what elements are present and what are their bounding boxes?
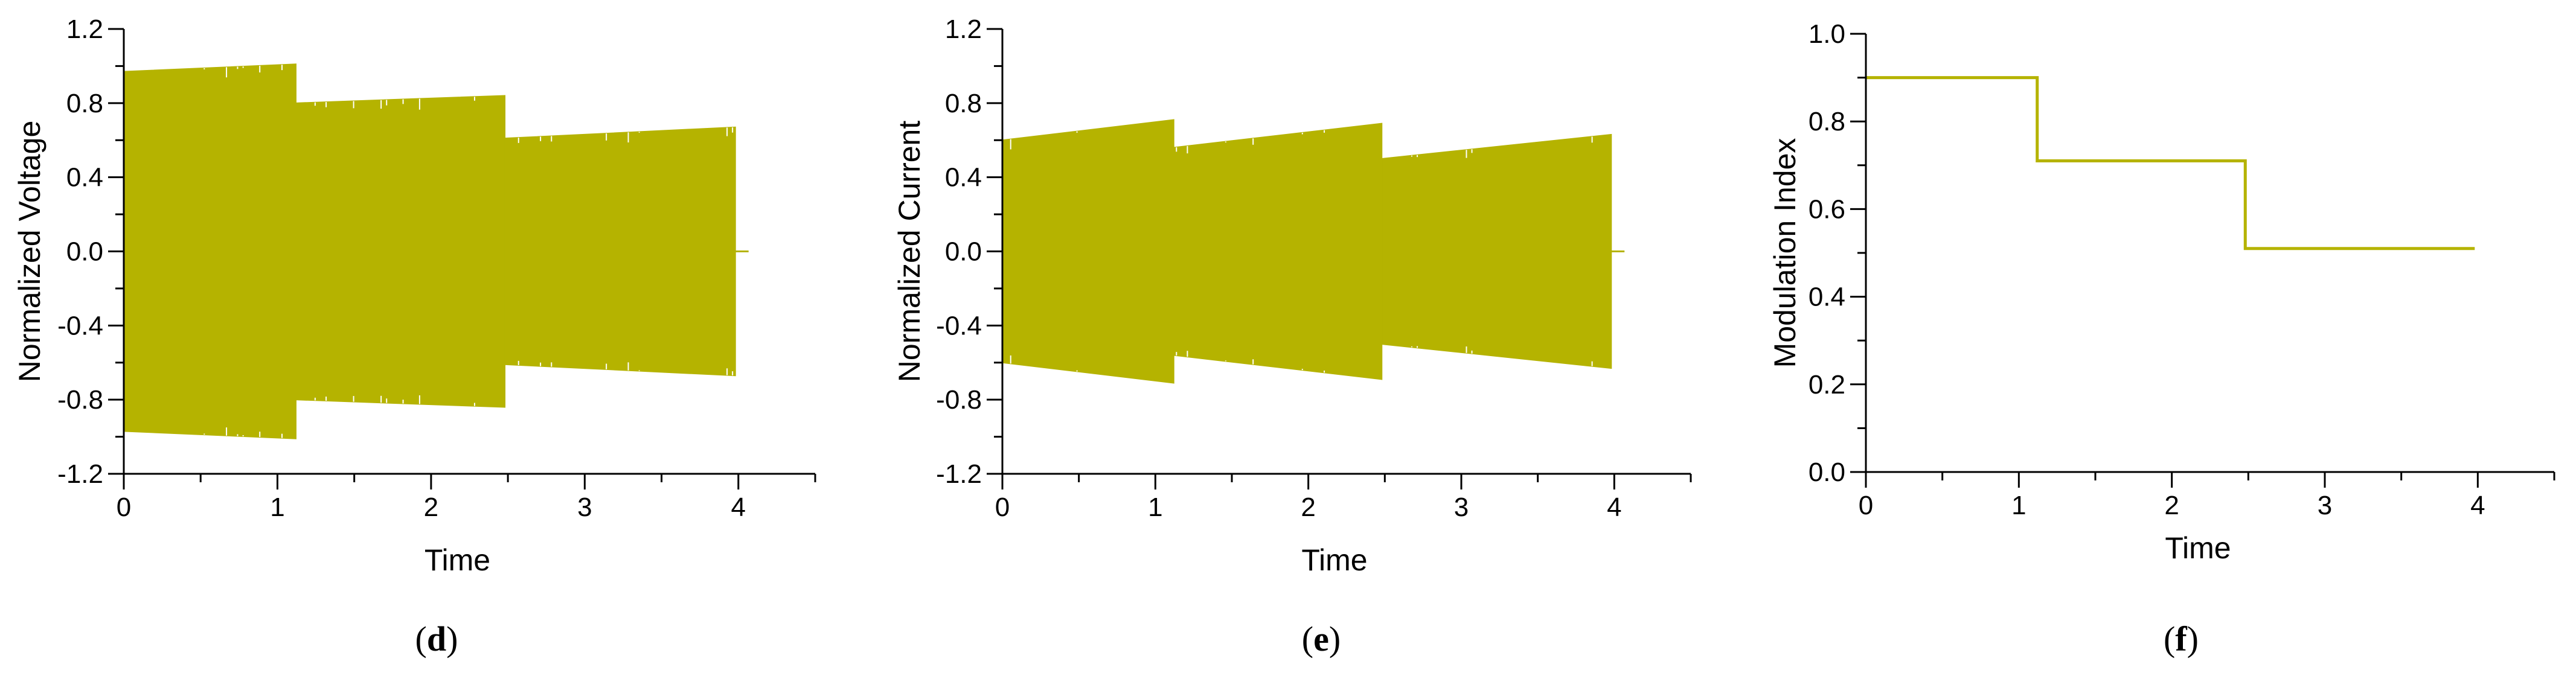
envelope-segment-1 — [123, 63, 296, 439]
y-tick-label: -0.8 — [57, 385, 103, 415]
y-tick-label: 1.2 — [66, 14, 103, 44]
x-tick-label: 4 — [2470, 491, 2485, 520]
x-tick-label: 0 — [1859, 491, 1873, 520]
panel-label: (f) — [2164, 619, 2199, 658]
x-tick-label: 1 — [2011, 491, 2026, 520]
x-tick-label: 4 — [1607, 493, 1621, 522]
y-tick-label: 0.8 — [945, 89, 982, 118]
y-tick-label: 0.4 — [66, 163, 103, 193]
envelope-segment-3 — [1381, 133, 1612, 369]
y-tick-label: 0.6 — [1809, 194, 1845, 224]
envelope-segment-3 — [504, 126, 736, 377]
y-tick-label: 0.0 — [66, 237, 103, 267]
x-axis-title: Time — [2165, 531, 2231, 565]
x-tick-label: 3 — [2318, 491, 2332, 520]
y-axis-title: Modulation Index — [1768, 138, 1802, 368]
envelope-segment-1 — [1002, 119, 1174, 384]
y-tick-label: -0.8 — [936, 385, 982, 415]
y-tick-label: 0.8 — [1809, 107, 1845, 136]
series-line-1 — [1866, 76, 2475, 250]
y-tick-label: 0.0 — [1809, 458, 1845, 487]
y-tick-label: 0.2 — [1809, 370, 1845, 400]
x-tick-label: 0 — [117, 493, 131, 522]
panel-e: 0 1 2 3 4 -1.2 -0.8 -0.4 0.0 0.4 0.8 1.2 Time Normali… — [892, 14, 1692, 658]
y-tick-label: 0.0 — [945, 237, 982, 267]
x-tick-label: 3 — [1454, 493, 1469, 522]
y-tick-label: 1.0 — [1809, 19, 1845, 49]
y-tick-label: -0.4 — [936, 311, 982, 340]
y-tick-label: 0.4 — [1809, 282, 1845, 312]
x-axis-title: Time — [425, 543, 490, 577]
x-tick-label: 1 — [270, 493, 284, 522]
y-tick-label: -1.2 — [936, 459, 982, 489]
panel-d: 0 1 2 3 4 -1.2 -0.8 -0.4 0.0 0.4 0.8 1.2 Time Normali… — [13, 14, 816, 658]
x-tick-label: 1 — [1148, 493, 1162, 522]
x-tick-label: 0 — [995, 493, 1010, 522]
x-tick-label: 4 — [731, 493, 746, 522]
x-axis-title: Time — [1301, 543, 1367, 577]
x-tick-label: 2 — [1301, 493, 1315, 522]
y-axis-title: Normalized Voltage — [13, 121, 46, 383]
x-tick-label: 3 — [577, 493, 592, 522]
y-tick-label: 0.4 — [945, 163, 982, 193]
panel-label: (e) — [1302, 619, 1341, 658]
panel-f: 0 1 2 3 4 0.0 0.2 0.4 0.6 0.8 1.0 Time Modulation In… — [1768, 19, 2555, 658]
y-tick-label: 0.8 — [66, 89, 103, 118]
y-tick-label: -1.2 — [57, 459, 103, 489]
panel-label: (d) — [415, 619, 458, 658]
envelope-segment-2 — [1173, 123, 1383, 380]
envelope-segment-2 — [295, 95, 506, 408]
y-tick-label: 1.2 — [945, 14, 982, 44]
x-tick-label: 2 — [424, 493, 438, 522]
y-axis-title: Normalized Current — [892, 121, 926, 383]
y-tick-label: -0.4 — [57, 311, 103, 340]
x-tick-label: 2 — [2164, 491, 2179, 520]
